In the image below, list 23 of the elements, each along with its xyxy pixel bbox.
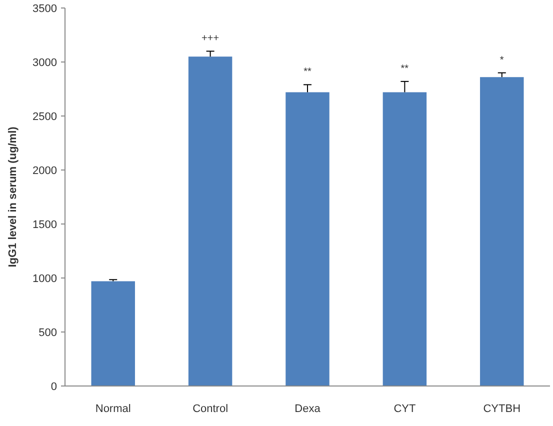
y-tick-label: 1000 [32,272,57,285]
y-tick-label: 1500 [32,218,57,231]
x-tick-label: CYTBH [483,403,521,415]
annotation: ** [304,66,312,78]
x-tick-label: Control [192,403,228,415]
annotation: +++ [202,33,220,44]
y-tick-label: 0 [50,380,57,393]
annotation: * [500,54,504,66]
bar [382,92,427,386]
annotation: ** [400,63,409,74]
x-tick-label: Dexa [294,403,322,415]
y-tick-label: 500 [38,326,57,339]
bar [91,281,135,386]
y-tick-label: 2500 [32,110,57,123]
y-axis-title: IgG1 level in serum (ug/ml) [7,126,19,268]
y-tick-label: 3000 [32,56,57,69]
y-tick-label: 3500 [32,2,57,15]
bar [480,77,524,386]
bar [188,56,232,386]
bar [286,92,330,386]
x-tick-label: CYT [394,403,416,415]
x-tick-label: Normal [95,403,131,415]
y-tick-label: 2000 [32,164,57,177]
